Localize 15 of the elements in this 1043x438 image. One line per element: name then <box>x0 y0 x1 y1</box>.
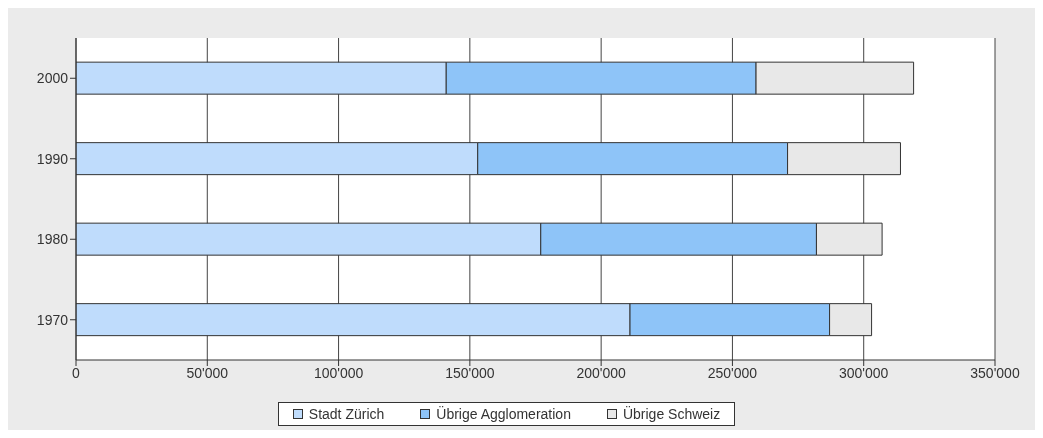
x-tick-label: 0 <box>72 364 81 381</box>
x-tick-label: 100'000 <box>313 364 364 381</box>
legend-label: Stadt Zürich <box>307 406 385 422</box>
y-tick-label: 1970 <box>36 311 69 328</box>
x-tick-label: 350'000 <box>970 364 1020 381</box>
y-tick-label: 1980 <box>36 231 69 248</box>
x-tick-label: 250'000 <box>707 364 758 381</box>
x-tick-label: 150'000 <box>445 364 495 381</box>
x-tick-label: 50'000 <box>186 364 229 381</box>
y-tick-label: 2000 <box>36 70 69 87</box>
x-tick-label: 300'000 <box>839 364 889 381</box>
y-tick-label: 1990 <box>36 150 69 167</box>
legend-label: Übrige Agglomeration <box>435 406 571 422</box>
x-tick-label: 200'000 <box>576 364 627 381</box>
legend-label: Übrige Schweiz <box>621 406 721 422</box>
